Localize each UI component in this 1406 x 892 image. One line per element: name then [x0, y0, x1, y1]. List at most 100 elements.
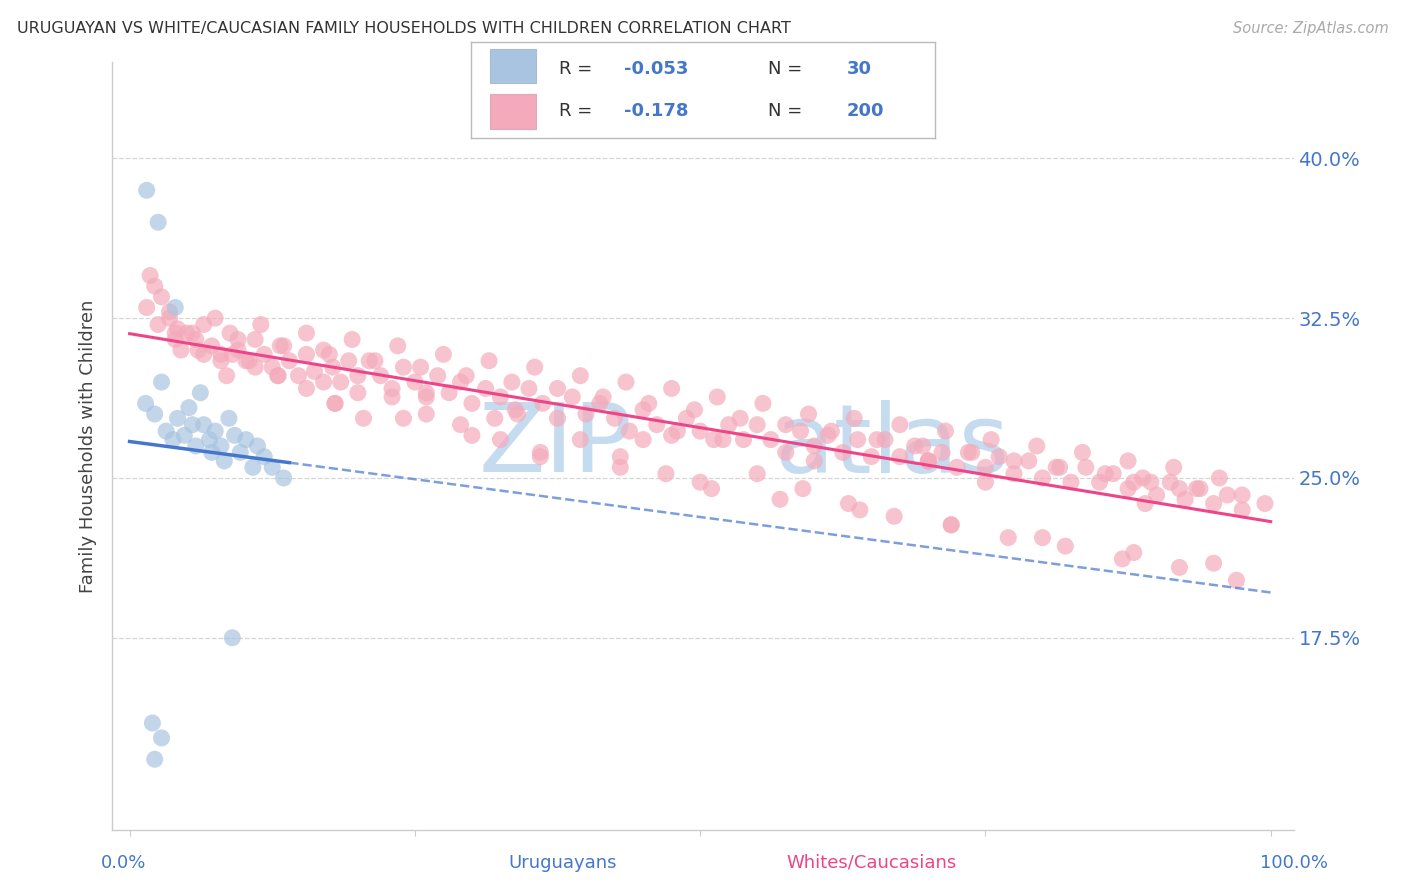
Point — [235, 433, 257, 447]
Point — [609, 460, 631, 475]
Point — [974, 475, 997, 490]
Point — [329, 375, 352, 389]
Point — [370, 368, 392, 383]
Text: N =: N = — [768, 60, 808, 78]
Point — [655, 467, 678, 481]
Point — [1074, 460, 1097, 475]
Point — [711, 433, 734, 447]
Text: N =: N = — [768, 103, 808, 120]
Point — [619, 424, 641, 438]
Text: R =: R = — [560, 103, 598, 120]
Point — [769, 492, 792, 507]
Point — [312, 375, 335, 389]
Point — [346, 385, 368, 400]
Point — [392, 360, 415, 375]
Point — [747, 417, 769, 432]
Point — [159, 311, 181, 326]
Point — [318, 347, 340, 361]
Point — [974, 460, 997, 475]
Point — [614, 375, 637, 389]
Point — [803, 454, 825, 468]
Point — [489, 433, 512, 447]
Point — [1216, 488, 1239, 502]
Point — [666, 424, 689, 438]
Point — [501, 375, 523, 389]
Point — [204, 311, 226, 326]
Point — [683, 402, 706, 417]
Point — [243, 360, 266, 375]
Point — [150, 375, 173, 389]
Point — [323, 396, 346, 410]
Text: ZIP: ZIP — [478, 400, 633, 492]
Point — [946, 460, 969, 475]
Point — [980, 433, 1002, 447]
Point — [1202, 556, 1225, 570]
Point — [1002, 467, 1025, 481]
Point — [575, 407, 598, 421]
Text: 0.0%: 0.0% — [101, 854, 146, 871]
Point — [135, 301, 157, 315]
Point — [246, 439, 269, 453]
Point — [831, 445, 853, 459]
Point — [267, 368, 290, 383]
Point — [226, 343, 249, 358]
Point — [775, 445, 797, 459]
Point — [689, 475, 711, 490]
Point — [917, 454, 939, 468]
Point — [717, 417, 740, 432]
Point — [381, 382, 404, 396]
Point — [1174, 492, 1197, 507]
Text: URUGUAYAN VS WHITE/CAUCASIAN FAMILY HOUSEHOLDS WITH CHILDREN CORRELATION CHART: URUGUAYAN VS WHITE/CAUCASIAN FAMILY HOUS… — [17, 21, 790, 36]
Point — [1230, 488, 1253, 502]
Point — [461, 396, 484, 410]
Point — [176, 326, 198, 340]
Point — [997, 531, 1019, 545]
Point — [243, 333, 266, 347]
Point — [1230, 503, 1253, 517]
Point — [209, 353, 232, 368]
Point — [1031, 471, 1053, 485]
Point — [193, 347, 215, 361]
Point — [150, 290, 173, 304]
Point — [181, 326, 204, 340]
Point — [889, 450, 911, 464]
Point — [269, 339, 291, 353]
Point — [1111, 552, 1133, 566]
Point — [143, 752, 166, 766]
Point — [165, 333, 187, 347]
Point — [139, 268, 162, 283]
Point — [803, 439, 825, 453]
Point — [253, 347, 276, 361]
Text: -0.053: -0.053 — [624, 60, 689, 78]
Point — [728, 411, 751, 425]
Point — [450, 375, 472, 389]
Point — [359, 353, 381, 368]
Point — [346, 368, 368, 383]
Point — [661, 382, 683, 396]
Point — [415, 385, 437, 400]
Point — [759, 433, 782, 447]
Point — [143, 407, 166, 421]
Point — [146, 215, 169, 229]
Point — [267, 368, 290, 383]
Point — [155, 424, 177, 438]
Point — [1060, 475, 1083, 490]
Point — [262, 360, 284, 375]
Point — [181, 417, 204, 432]
Point — [1133, 496, 1156, 510]
Text: 100.0%: 100.0% — [1260, 854, 1327, 871]
Point — [1002, 454, 1025, 468]
Text: 200: 200 — [846, 103, 884, 120]
Point — [242, 460, 264, 475]
Point — [609, 450, 631, 464]
Point — [1071, 445, 1094, 459]
Point — [661, 428, 683, 442]
Point — [846, 433, 869, 447]
Point — [135, 183, 157, 197]
Point — [170, 343, 193, 358]
Point — [209, 347, 232, 361]
Point — [364, 353, 387, 368]
Point — [1254, 496, 1277, 510]
Point — [450, 417, 472, 432]
Point — [988, 450, 1011, 464]
